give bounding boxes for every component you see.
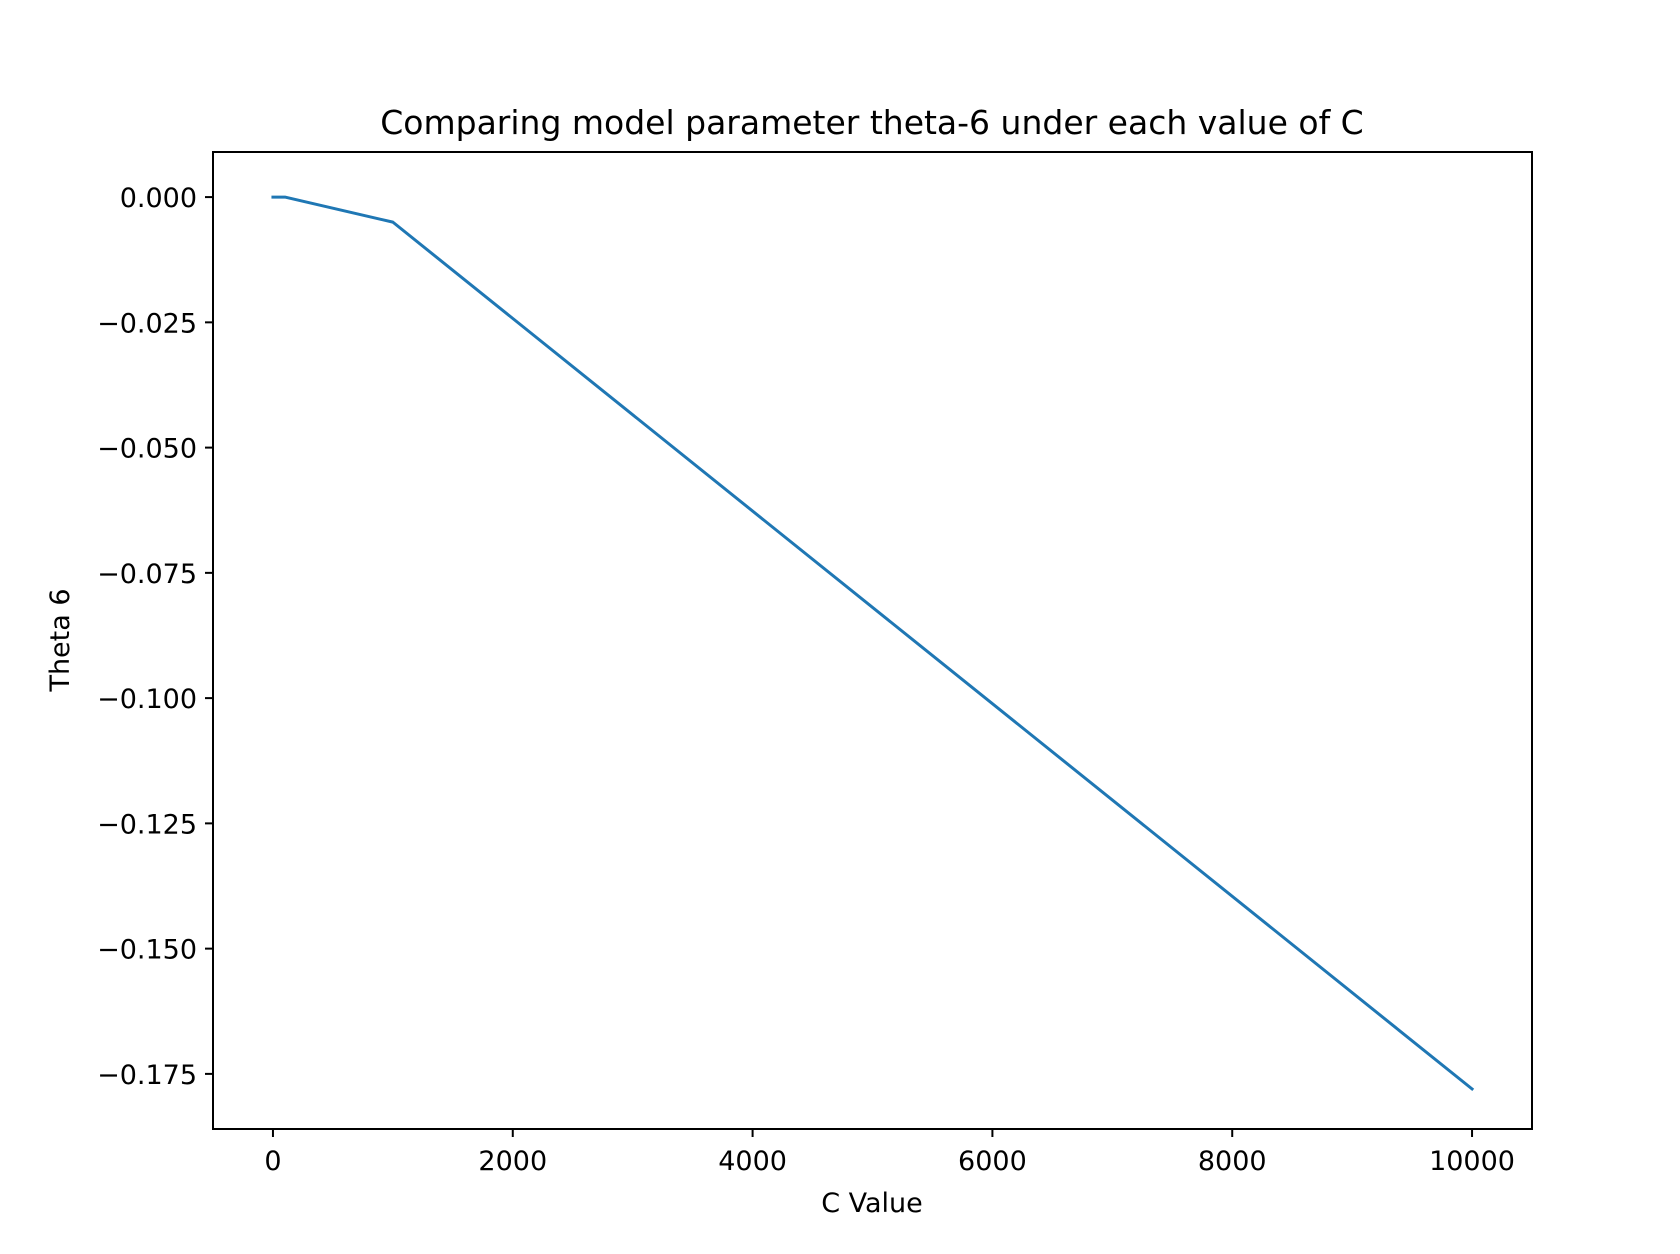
axes-frame [212, 151, 1533, 1130]
y-tick-label: −0.025 [97, 308, 197, 339]
x-tick-label: 6000 [958, 1146, 1027, 1177]
chart-title: Comparing model parameter theta-6 under … [380, 103, 1363, 142]
x-tick-label: 0 [264, 1146, 281, 1177]
y-tick-label: 0.000 [120, 183, 197, 214]
series-line-0 [271, 195, 1475, 1092]
y-tick-label: −0.175 [97, 1060, 197, 1091]
y-tick-label: −0.100 [97, 684, 197, 715]
x-tick-label: 10000 [1429, 1146, 1515, 1177]
y-axis-ticks: 0.000 −0.025 −0.050 −0.075 −0.100 −0.125 −0.15… [97, 183, 213, 1091]
y-axis-label: Theta 6 [45, 588, 76, 692]
y-tick-label: −0.125 [97, 809, 197, 840]
x-tick-label: 4000 [718, 1146, 787, 1177]
y-tick-label: −0.050 [97, 434, 197, 465]
x-axis-label: C Value [821, 1188, 923, 1219]
x-tick-label: 8000 [1198, 1146, 1267, 1177]
y-tick-label: −0.150 [97, 935, 197, 966]
plot-area [271, 195, 1475, 1092]
y-tick-label: −0.075 [97, 559, 197, 590]
x-tick-label: 2000 [478, 1146, 547, 1177]
x-axis-ticks: 0 2000 4000 6000 8000 10000 [264, 1129, 1515, 1177]
